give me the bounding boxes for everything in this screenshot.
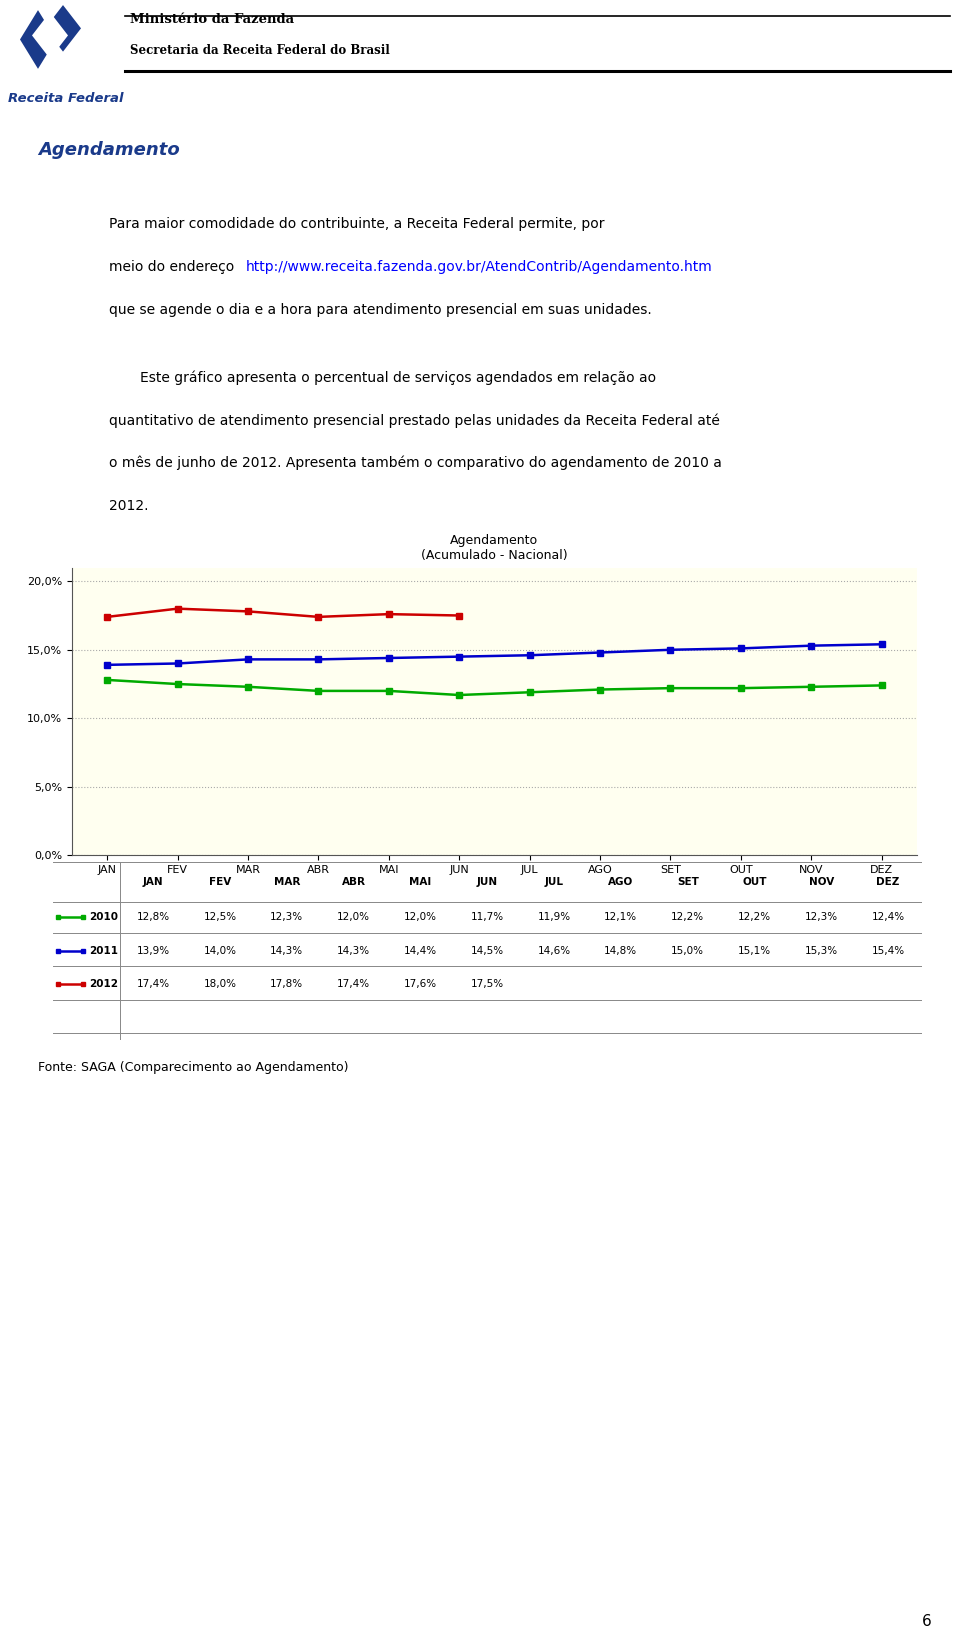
Text: 17,5%: 17,5%: [470, 979, 504, 989]
Text: 17,8%: 17,8%: [270, 979, 303, 989]
Text: 11,9%: 11,9%: [538, 913, 570, 923]
Polygon shape: [45, 5, 81, 51]
Text: 12,0%: 12,0%: [404, 913, 437, 923]
Text: 12,2%: 12,2%: [671, 913, 705, 923]
Text: 14,8%: 14,8%: [604, 946, 637, 956]
Text: o mês de junho de 2012. Apresenta também o comparativo do agendamento de 2010 a: o mês de junho de 2012. Apresenta também…: [109, 456, 722, 470]
Text: 14,5%: 14,5%: [470, 946, 504, 956]
Text: 2012: 2012: [89, 979, 118, 989]
Text: JUL: JUL: [544, 877, 564, 887]
Polygon shape: [20, 10, 56, 69]
Text: 15,0%: 15,0%: [671, 946, 705, 956]
Text: 15,4%: 15,4%: [872, 946, 904, 956]
Text: 17,4%: 17,4%: [337, 979, 371, 989]
Text: Agendamento: Agendamento: [38, 141, 180, 160]
Text: que se agende o dia e a hora para atendimento presencial em suas unidades.: que se agende o dia e a hora para atendi…: [109, 303, 652, 317]
Text: 12,4%: 12,4%: [872, 913, 904, 923]
Text: 11,7%: 11,7%: [470, 913, 504, 923]
Text: FEV: FEV: [208, 877, 231, 887]
Text: ABR: ABR: [342, 877, 366, 887]
Text: 14,4%: 14,4%: [404, 946, 437, 956]
Text: OUT: OUT: [742, 877, 767, 887]
Text: SET: SET: [677, 877, 699, 887]
Text: 6: 6: [922, 1614, 931, 1630]
Text: DEZ: DEZ: [876, 877, 900, 887]
Text: 14,0%: 14,0%: [204, 946, 236, 956]
Text: 15,1%: 15,1%: [738, 946, 771, 956]
Text: JAN: JAN: [143, 877, 163, 887]
Text: 18,0%: 18,0%: [204, 979, 236, 989]
Text: 13,9%: 13,9%: [136, 946, 170, 956]
Text: Para maior comodidade do contribuinte, a Receita Federal permite, por: Para maior comodidade do contribuinte, a…: [109, 217, 605, 232]
Text: 14,6%: 14,6%: [538, 946, 570, 956]
Text: Receita Federal: Receita Federal: [9, 92, 124, 105]
Text: quantitativo de atendimento presencial prestado pelas unidades da Receita Federa: quantitativo de atendimento presencial p…: [109, 413, 720, 428]
Text: 12,3%: 12,3%: [804, 913, 838, 923]
Text: 12,0%: 12,0%: [337, 913, 370, 923]
Text: NOV: NOV: [808, 877, 834, 887]
Text: 15,3%: 15,3%: [804, 946, 838, 956]
Text: Secretaria da Receita Federal do Brasil: Secretaria da Receita Federal do Brasil: [130, 43, 390, 56]
Text: 12,3%: 12,3%: [270, 913, 303, 923]
Text: meio do endereço: meio do endereço: [109, 260, 239, 275]
Text: Ministério da Fazenda: Ministério da Fazenda: [130, 13, 294, 26]
Polygon shape: [32, 12, 68, 59]
Text: 12,2%: 12,2%: [738, 913, 771, 923]
Text: Este gráfico apresenta o percentual de serviços agendados em relação ao: Este gráfico apresenta o percentual de s…: [140, 370, 656, 385]
Text: 12,1%: 12,1%: [604, 913, 637, 923]
Text: http://www.receita.fazenda.gov.br/AtendContrib/Agendamento.htm: http://www.receita.fazenda.gov.br/AtendC…: [246, 260, 712, 275]
Text: 14,3%: 14,3%: [337, 946, 371, 956]
Text: AGO: AGO: [609, 877, 634, 887]
Text: 12,8%: 12,8%: [136, 913, 170, 923]
Text: JUN: JUN: [476, 877, 498, 887]
Text: 12,5%: 12,5%: [204, 913, 236, 923]
Text: MAI: MAI: [409, 877, 431, 887]
Text: 2012.: 2012.: [109, 498, 149, 513]
Text: Fonte: SAGA (Comparecimento ao Agendamento): Fonte: SAGA (Comparecimento ao Agendamen…: [38, 1061, 348, 1074]
Text: 17,4%: 17,4%: [136, 979, 170, 989]
Text: 2011: 2011: [89, 946, 118, 956]
Text: 17,6%: 17,6%: [404, 979, 437, 989]
Title: Agendamento
(Acumulado - Nacional): Agendamento (Acumulado - Nacional): [421, 535, 567, 563]
Text: 2010: 2010: [89, 913, 118, 923]
Text: MAR: MAR: [274, 877, 300, 887]
Text: 14,3%: 14,3%: [270, 946, 303, 956]
